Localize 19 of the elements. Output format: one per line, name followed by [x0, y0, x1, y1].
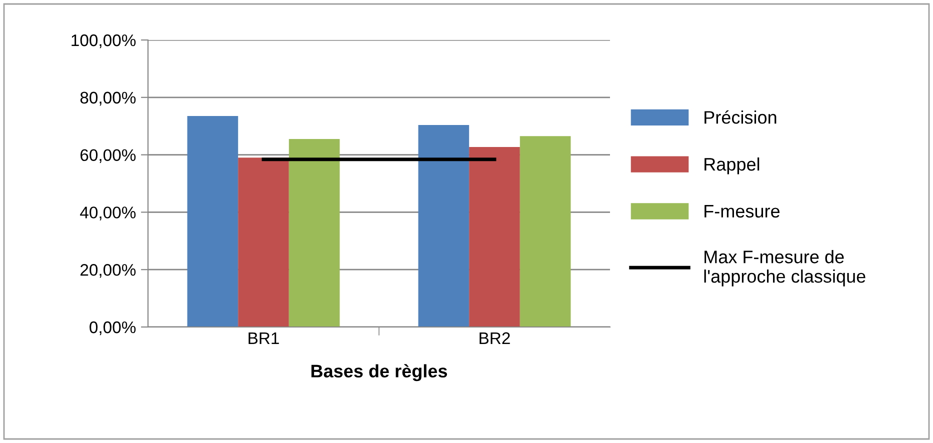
y-tick-label: 100,00%: [72, 34, 136, 48]
legend-label: Précision: [704, 110, 776, 124]
bar: [187, 116, 238, 327]
bar: [520, 136, 571, 327]
y-tick-label: 40,00%: [80, 206, 136, 220]
x-axis-title: Bases de règles: [311, 364, 448, 382]
bar: [288, 139, 340, 327]
x-tick-label: BR1: [248, 332, 279, 344]
legend-label: Max F-mesure de l'approche classique: [704, 250, 866, 286]
y-tick-label: 20,00%: [80, 264, 136, 278]
bar: [469, 147, 520, 327]
legend-label: F-mesure: [704, 205, 780, 218]
y-tick-label: 60,00%: [80, 149, 136, 163]
bar: [418, 124, 470, 327]
y-tick-label: 80,00%: [80, 92, 136, 106]
x-tick-label: BR2: [480, 332, 510, 344]
bar: [238, 158, 289, 327]
y-tick-label: 0,00%: [90, 321, 136, 336]
legend-label: Rappel: [704, 157, 760, 174]
